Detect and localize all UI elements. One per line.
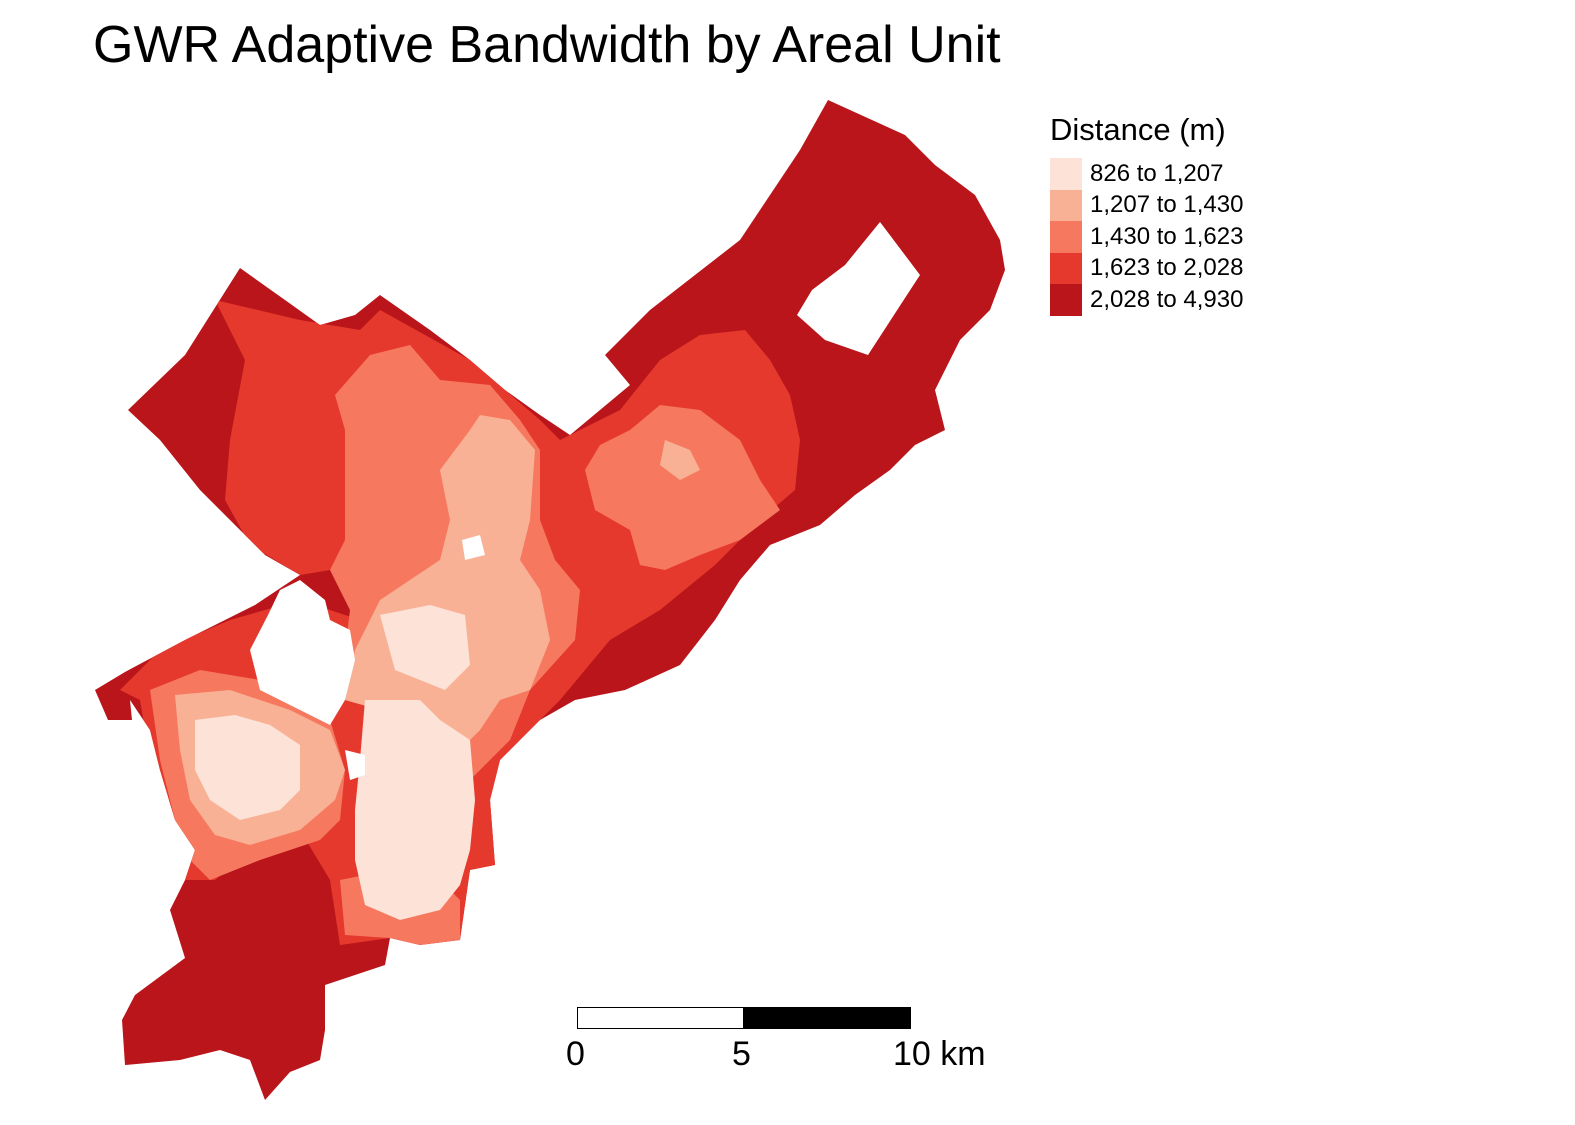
legend-label: 1,207 to 1,430 [1090, 191, 1244, 219]
scale-bar-segment [577, 1007, 744, 1029]
legend-item: 1,623 to 2,028 [1050, 252, 1244, 284]
area-class-2 [660, 440, 700, 480]
legend-item: 826 to 1,207 [1050, 158, 1243, 190]
area-class-3 [585, 405, 780, 570]
area-class-1 [355, 700, 475, 920]
scale-label-10: 10 km [893, 1035, 986, 1073]
legend-title: Distance (m) [1050, 112, 1226, 147]
legend-item: 2,028 to 4,930 [1050, 284, 1243, 316]
legend-item: 1,430 to 1,623 [1050, 221, 1243, 253]
legend-swatch [1050, 221, 1082, 253]
scale-label-5: 5 [732, 1035, 751, 1073]
legend-swatch [1050, 284, 1082, 316]
legend-swatch [1050, 158, 1082, 190]
map-title: GWR Adaptive Bandwidth by Areal Unit [93, 16, 1001, 74]
legend-label: 2,028 to 4,930 [1090, 285, 1244, 313]
legend-label: 826 to 1,207 [1090, 159, 1224, 187]
excluded-area [462, 535, 485, 560]
excluded-area [250, 580, 355, 725]
scale-bar-segment [743, 1007, 911, 1029]
legend-swatch [1050, 252, 1082, 284]
area-class-1 [380, 605, 470, 690]
legend-item: 1,207 to 1,430 [1050, 189, 1244, 221]
legend-label: 1,623 to 2,028 [1090, 254, 1244, 282]
scale-bar [577, 1007, 911, 1029]
scale-label-0: 0 [566, 1035, 585, 1073]
excluded-area [345, 750, 365, 780]
legend: Distance (m) 826 to 1,207 1,207 to 1,430… [1050, 112, 1243, 316]
legend-label: 1,430 to 1,623 [1090, 222, 1244, 250]
excluded-area [797, 222, 920, 355]
area-class-1 [195, 715, 300, 820]
legend-swatch [1050, 189, 1082, 221]
area-class-2 [345, 415, 550, 760]
